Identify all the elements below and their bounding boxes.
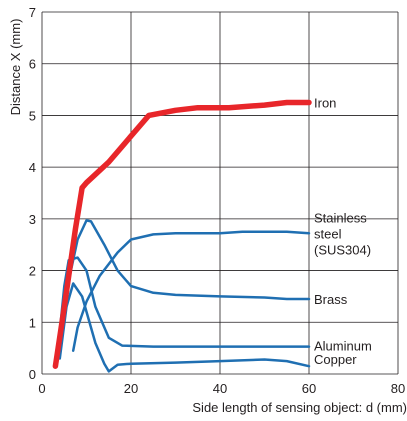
y-tick-label: 6 (29, 57, 36, 72)
series-label-line: Copper (314, 352, 357, 367)
series-label-brass: Brass (314, 292, 348, 307)
series-label-line: Aluminum (314, 339, 372, 354)
x-axis-ticks: 0 20 40 60 80 (38, 381, 405, 396)
series-label-iron: Iron (314, 96, 336, 111)
y-tick-label: 7 (29, 5, 36, 20)
series-label-line: Stainless (314, 210, 367, 225)
y-tick-label: 3 (29, 212, 36, 227)
x-axis-title: Side length of sensing object: d (mm) (192, 400, 407, 415)
series-line-iron (52, 99, 312, 369)
series-line-brass (58, 219, 311, 355)
series-label-aluminum: Aluminum (314, 339, 372, 354)
series-line-stainless-steel-sus304 (71, 230, 311, 352)
series-labels: Stainless steel (SUS304) Brass AluminumCoppe… (314, 96, 372, 368)
x-tick-label: 60 (302, 381, 316, 396)
series-label-stainless-steel-sus304: Stainless steel (SUS304) (314, 210, 371, 257)
y-tick-label: 4 (29, 160, 36, 175)
y-axis-title: Distance X (mm) (8, 19, 23, 116)
y-axis-ticks: 0 1 2 3 4 5 6 7 (29, 5, 36, 382)
series-label-copper: Copper (314, 352, 357, 367)
series-label-line: steel (314, 226, 342, 241)
y-tick-label: 0 (29, 367, 36, 382)
grid (41, 11, 399, 375)
series-lines (52, 99, 312, 373)
series-label-line: Iron (314, 96, 336, 111)
series-line-copper (58, 282, 311, 373)
x-tick-label: 0 (38, 381, 45, 396)
y-tick-label: 5 (29, 108, 36, 123)
series-label-line: (SUS304) (314, 242, 371, 257)
y-tick-label: 2 (29, 264, 36, 279)
series-label-line: Brass (314, 292, 348, 307)
x-tick-label: 20 (124, 381, 138, 396)
y-tick-label: 1 (29, 315, 36, 330)
x-tick-label: 40 (213, 381, 227, 396)
x-tick-label: 80 (391, 381, 405, 396)
